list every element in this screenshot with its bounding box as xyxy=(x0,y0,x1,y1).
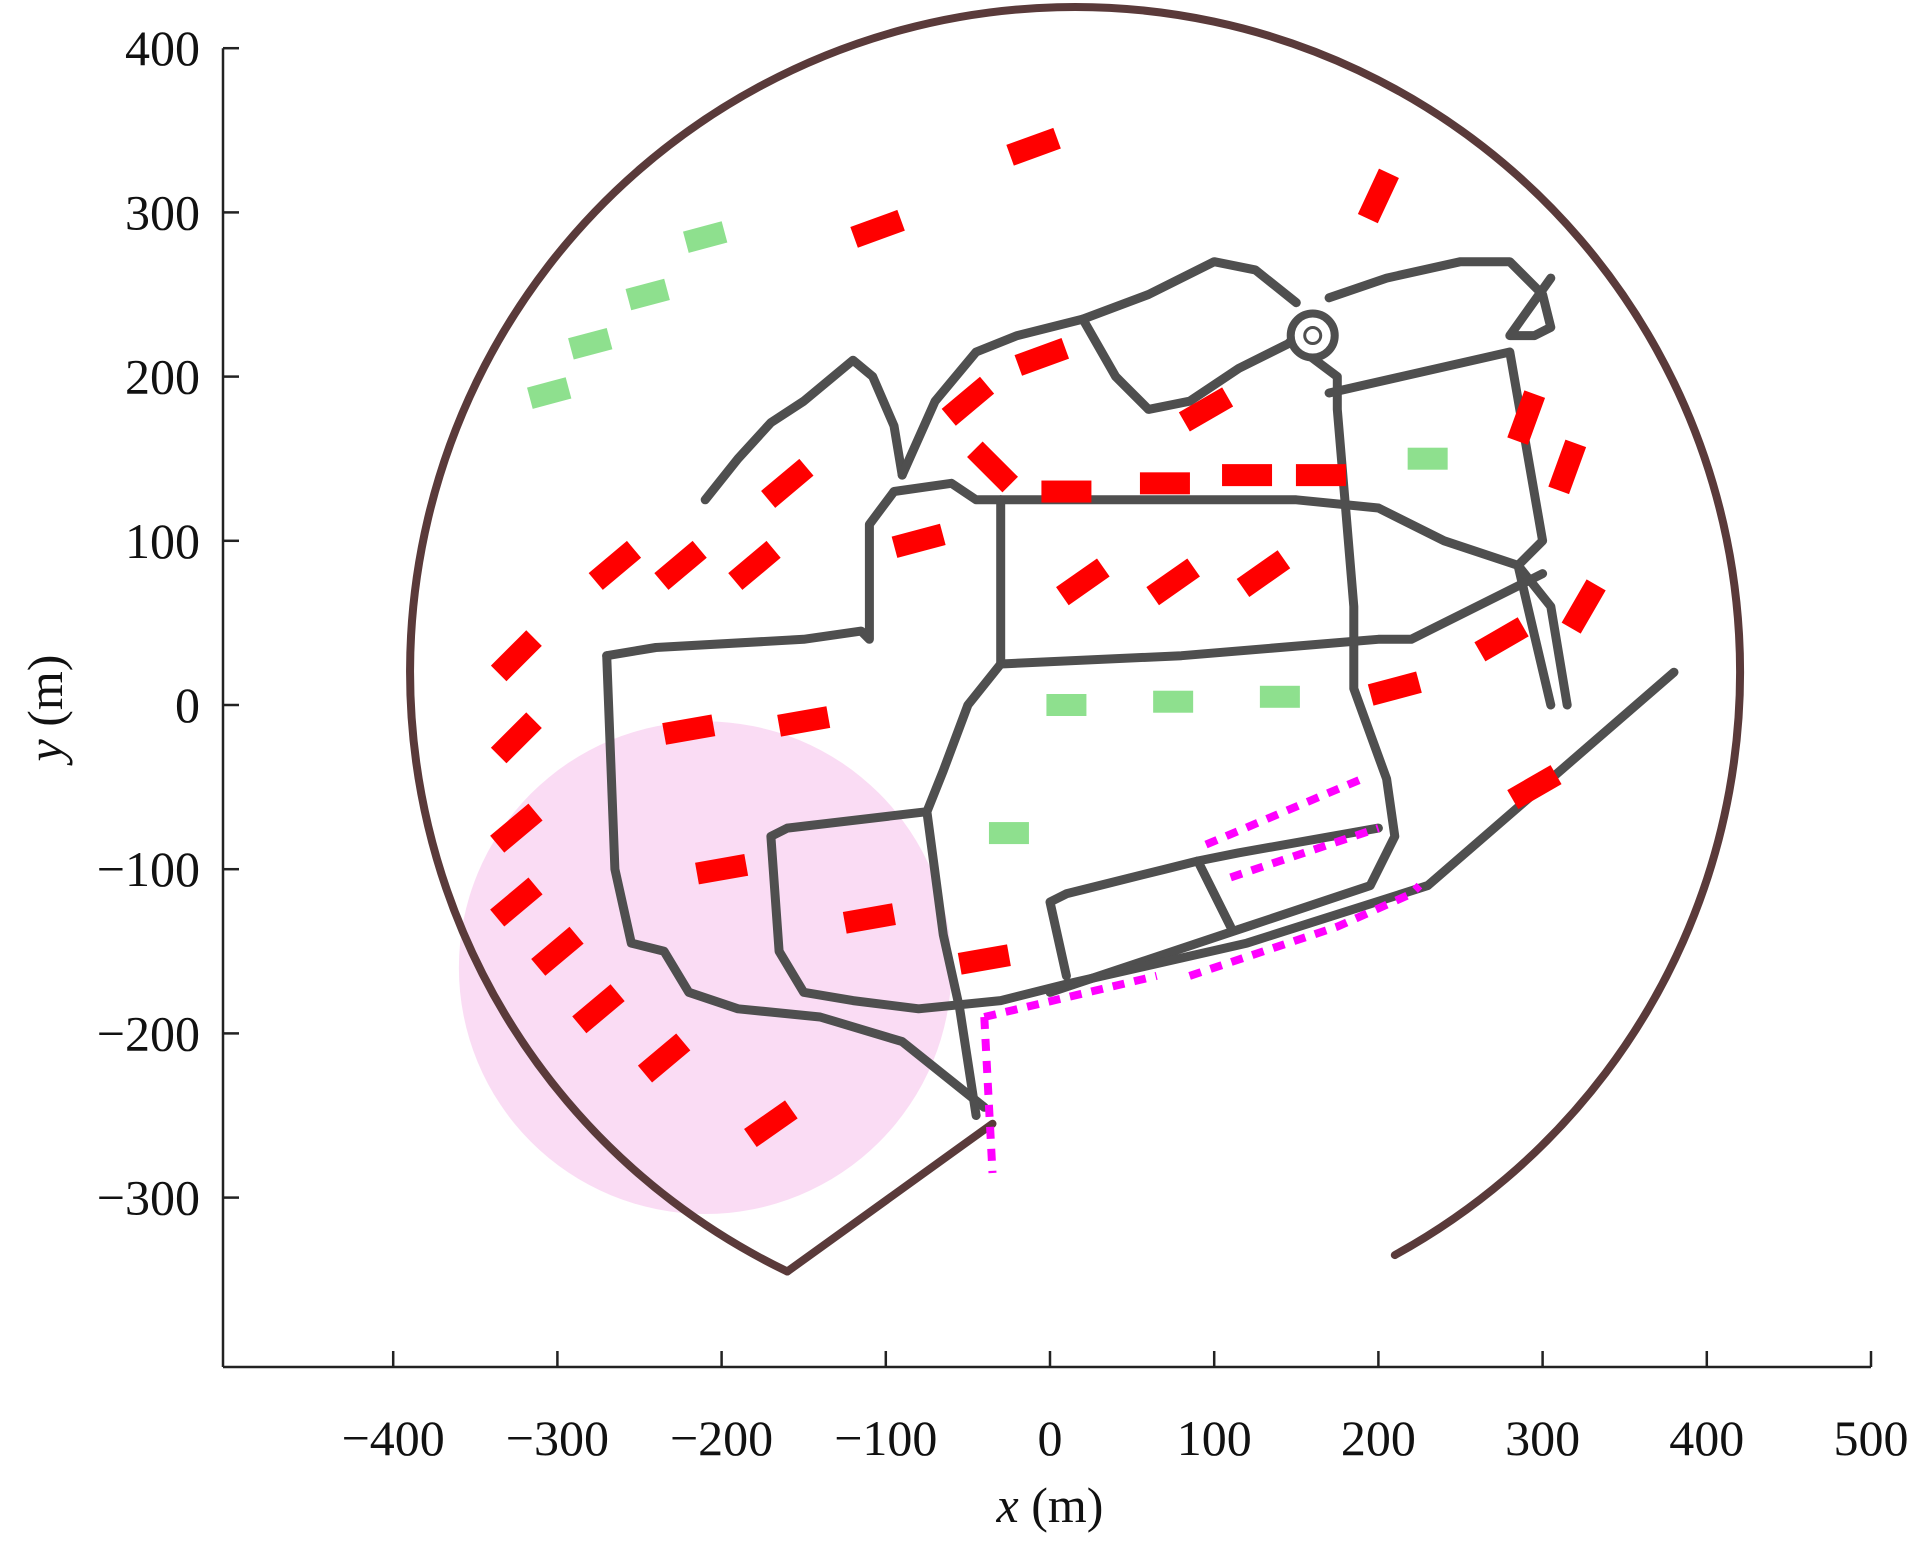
road-10 xyxy=(602,651,989,1112)
y-tick-label: 100 xyxy=(125,513,200,569)
red-markers-layer xyxy=(490,127,1606,1148)
red-marker-7 xyxy=(588,540,642,590)
green-marker-5 xyxy=(1046,694,1087,716)
red-marker-33 xyxy=(1561,579,1606,634)
x-tick-label: 100 xyxy=(1177,1410,1252,1466)
red-marker-29 xyxy=(842,903,896,934)
red-marker-35 xyxy=(1507,390,1546,445)
magenta-dotted-path-3 xyxy=(983,972,1158,1021)
y-tick-label: −200 xyxy=(97,1005,200,1061)
red-marker-23 xyxy=(490,803,543,853)
roundabout-center xyxy=(1303,326,1323,346)
red-marker-24 xyxy=(490,877,543,927)
red-marker-1 xyxy=(850,209,905,248)
red-marker-4 xyxy=(941,376,995,426)
red-marker-19 xyxy=(490,630,542,682)
road-9 xyxy=(602,478,1006,661)
red-marker-28 xyxy=(695,854,749,885)
red-marker-13 xyxy=(1222,464,1273,487)
red-marker-18 xyxy=(1236,550,1291,597)
red-marker-11 xyxy=(1041,480,1092,503)
x-tick-label: 300 xyxy=(1505,1410,1580,1466)
road-8 xyxy=(922,659,1006,817)
magenta-dotted-path-1 xyxy=(1229,824,1380,882)
boundary-layer xyxy=(406,2,1745,1276)
red-marker-25 xyxy=(531,926,584,976)
road-2 xyxy=(1078,314,1318,414)
red-marker-8 xyxy=(654,540,707,590)
green-marker-6 xyxy=(1153,690,1194,713)
green-marker-1 xyxy=(625,278,670,311)
road-3 xyxy=(1324,257,1556,341)
road-12 xyxy=(922,807,981,1120)
red-marker-36 xyxy=(1507,765,1562,810)
red-marker-14 xyxy=(1295,464,1346,487)
red-marker-2 xyxy=(1357,168,1399,224)
y-axis-label: y (m) xyxy=(17,655,73,767)
green-marker-8 xyxy=(988,822,1029,845)
roads-layer xyxy=(602,257,1679,1120)
red-marker-26 xyxy=(572,984,625,1034)
road-14 xyxy=(1193,856,1236,932)
site-boundary-closing xyxy=(783,1119,997,1276)
y-tick-label: 200 xyxy=(125,349,200,405)
red-marker-37 xyxy=(744,1100,798,1148)
red-marker-15 xyxy=(1178,387,1234,432)
red-marker-17 xyxy=(1146,558,1200,606)
road-6 xyxy=(996,495,1572,710)
green-marker-2 xyxy=(568,327,613,360)
road-11 xyxy=(766,667,1679,1014)
x-tick-label: 500 xyxy=(1834,1410,1909,1466)
y-tick-label: −100 xyxy=(97,841,200,897)
x-tick-label: −400 xyxy=(342,1410,445,1466)
green-markers-layer xyxy=(527,221,1448,845)
red-marker-0 xyxy=(1006,127,1061,166)
red-marker-30 xyxy=(957,944,1011,975)
road-7 xyxy=(996,495,1548,669)
y-tick-label: 300 xyxy=(125,184,200,240)
road-4 xyxy=(1045,347,1400,997)
pink-zone-layer xyxy=(458,721,952,1215)
green-marker-7 xyxy=(1259,685,1300,708)
magenta-dotted-path-0 xyxy=(1204,775,1364,849)
red-marker-22 xyxy=(777,706,831,737)
x-tick-label: −300 xyxy=(506,1410,609,1466)
green-marker-3 xyxy=(527,377,572,409)
red-marker-31 xyxy=(1367,671,1422,706)
red-marker-12 xyxy=(1139,472,1190,495)
axes: −400 −300 −200 −100 0 100 200 300 400 500 400 300 20… xyxy=(97,20,1909,1466)
green-marker-0 xyxy=(683,221,728,253)
y-tick-label: 400 xyxy=(125,20,200,76)
red-marker-16 xyxy=(1056,558,1110,606)
roundabout xyxy=(1286,309,1339,362)
y-tick-label: 0 xyxy=(175,677,200,733)
red-marker-10 xyxy=(891,523,946,558)
y-tick-label: −300 xyxy=(97,1170,200,1226)
x-axis-label: x (m) xyxy=(996,1477,1104,1533)
red-marker-5 xyxy=(967,441,1018,493)
magenta-dotted-path-2 xyxy=(1188,882,1423,980)
green-marker-4 xyxy=(1407,447,1448,470)
magenta-dotted-layer xyxy=(980,775,1423,1174)
road-13 xyxy=(1045,823,1383,981)
red-marker-9 xyxy=(728,540,781,590)
road-5 xyxy=(1324,347,1556,710)
red-marker-34 xyxy=(1548,439,1587,495)
red-marker-27 xyxy=(637,1033,691,1083)
x-tick-label: −200 xyxy=(670,1410,773,1466)
red-marker-3 xyxy=(1014,338,1070,376)
red-marker-32 xyxy=(1474,617,1529,662)
x-tick-label: 400 xyxy=(1669,1410,1744,1466)
red-marker-6 xyxy=(761,458,814,508)
red-marker-21 xyxy=(662,714,716,745)
x-tick-label: 200 xyxy=(1341,1410,1416,1466)
magenta-dotted-path-4 xyxy=(980,1016,997,1174)
x-tick-label: 0 xyxy=(1038,1410,1063,1466)
site-boundary-arc xyxy=(406,2,1745,1276)
red-marker-20 xyxy=(490,712,542,764)
pink-zone xyxy=(458,721,952,1215)
road-0 xyxy=(700,355,907,505)
x-tick-label: −100 xyxy=(834,1410,937,1466)
